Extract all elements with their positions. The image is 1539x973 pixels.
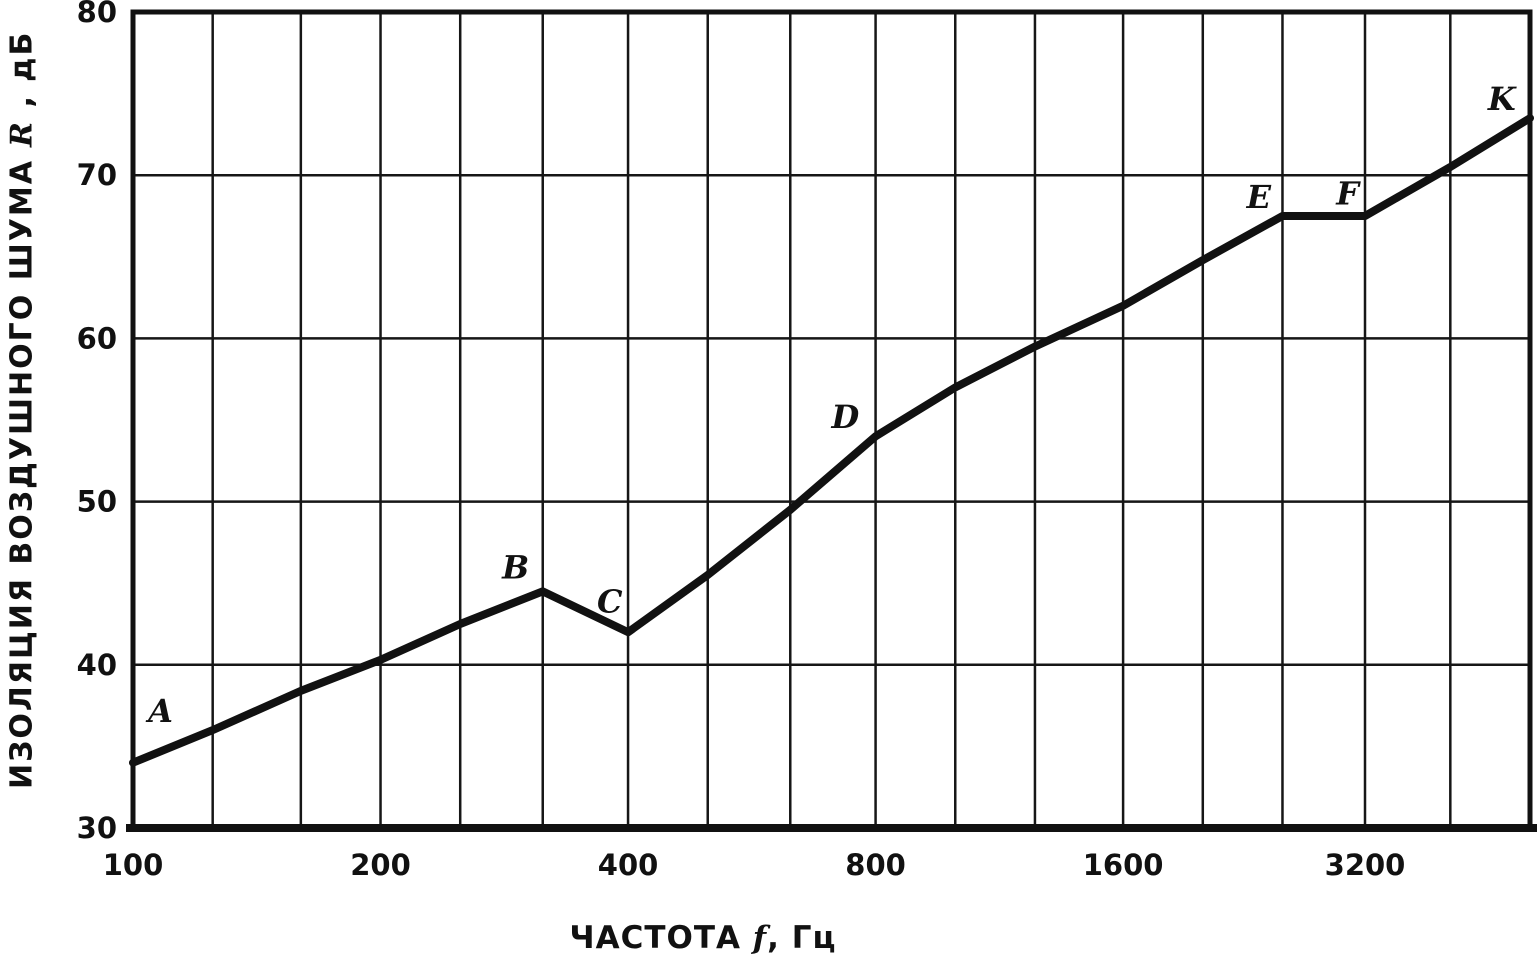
y-tick-label: 30	[77, 811, 117, 845]
y-axis-units: , дБ	[4, 30, 40, 121]
x-tick-label: 400	[598, 848, 659, 882]
point-label-F: F	[1335, 175, 1361, 213]
y-tick-label: 70	[77, 158, 117, 192]
x-axis-symbol: f	[752, 920, 768, 956]
y-axis-symbol: R	[4, 120, 40, 147]
point-label-A: A	[145, 692, 173, 730]
y-axis-title: ИЗОЛЯЦИЯ ВОЗДУШНОГО ШУМА R , дБ	[0, 0, 44, 820]
y-tick-label: 50	[77, 485, 117, 519]
x-axis-units: , Гц	[767, 920, 837, 956]
x-axis-title-text: ЧАСТОТА	[569, 920, 753, 956]
x-tick-label: 800	[845, 848, 906, 882]
x-axis-title: ЧАСТОТА f, Гц	[133, 920, 1273, 956]
x-tick-label: 3200	[1325, 848, 1406, 882]
point-label-B: B	[501, 548, 529, 586]
y-tick-label: 80	[77, 0, 117, 29]
y-tick-label: 40	[77, 648, 117, 682]
x-tick-label: 100	[103, 848, 164, 882]
x-tick-label: 1600	[1083, 848, 1164, 882]
point-label-E: E	[1246, 178, 1272, 216]
point-label-K: K	[1487, 80, 1517, 118]
point-label-C: C	[597, 583, 623, 621]
y-axis-title-text: ИЗОЛЯЦИЯ ВОЗДУШНОГО ШУМА	[4, 146, 40, 790]
y-tick-label: 60	[77, 321, 117, 355]
x-tick-label: 200	[350, 848, 411, 882]
point-label-D: D	[830, 398, 859, 436]
series-line	[129, 114, 1534, 767]
